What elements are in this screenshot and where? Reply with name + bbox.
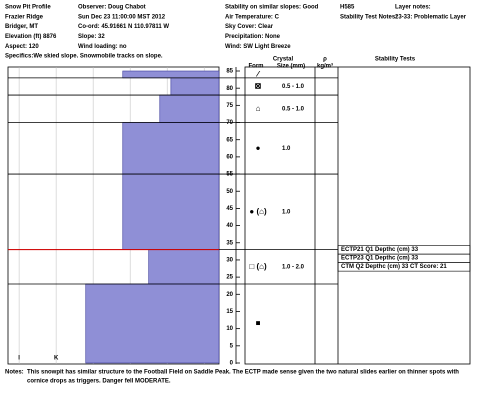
col-header: Form [249, 64, 264, 70]
test-row [337, 262, 471, 272]
col-header: Crystal [273, 57, 294, 63]
header-field: Air Temperature: C [225, 14, 280, 20]
hardness-bar [170, 77, 220, 96]
grain-form: ⌂ [256, 104, 261, 113]
y-tick-label: 45 [226, 206, 233, 212]
x-tick-label: K [54, 356, 59, 362]
notes-text: This snowpit has similar structure to th… [27, 370, 459, 376]
x-tick-label: I [18, 356, 20, 362]
y-tick-label: 65 [226, 137, 233, 143]
header-field: Observer: Doug Chabot [78, 5, 146, 11]
header-field: 23-33: Problematic Layer [395, 14, 467, 20]
col-header: kg/m³ [317, 63, 333, 70]
header-field: Sky Cover: Clear [225, 24, 274, 30]
header-field: Aspect: 120 [5, 44, 39, 50]
y-tick-label: 85 [226, 69, 233, 75]
grain-size: 1.0 [282, 209, 291, 215]
hardness-bar [122, 70, 220, 79]
y-tick-label: 40 [226, 223, 233, 229]
grain-form: ∕ [255, 70, 260, 79]
header-field: Stability Test Notes: [340, 14, 397, 20]
notes-label: Notes: [5, 370, 24, 376]
header-field: Frazier Ridge [5, 14, 44, 20]
col-header: Stability Tests [375, 57, 416, 63]
y-tick-label: 30 [226, 258, 233, 264]
y-tick-label: 5 [230, 343, 234, 349]
y-tick-label: 55 [226, 172, 233, 178]
header-field: Slope: 32 [78, 34, 105, 40]
grain-form: ● [256, 143, 261, 152]
y-tick-label: 20 [226, 292, 233, 298]
grain-form: ⊠ [255, 82, 262, 91]
header-field: Wind loading: no [78, 44, 127, 50]
header-field: Stability on similar slopes: Good [225, 5, 319, 11]
header-field: Wind: SW Light Breeze [225, 44, 291, 50]
grain-form: ● (⌂) [249, 207, 267, 216]
y-tick-label: 35 [226, 240, 233, 246]
grain-form: □ (⌂) [249, 262, 267, 271]
y-tick-label: 15 [226, 309, 233, 315]
y-tick-label: 80 [226, 86, 233, 92]
header-field: Specifics:We skied slope. Snowmobile tra… [5, 54, 163, 60]
header-field: H585 [340, 5, 355, 11]
header-field: Bridger, MT [5, 24, 38, 30]
hardness-bar [85, 283, 220, 364]
y-tick-label: 0 [230, 361, 234, 367]
stability-test: CTM Q2 Depthc (cm) 33 CT Score: 21 [341, 264, 447, 270]
grain-size: 0.5 - 1.0 [282, 106, 305, 112]
y-tick-label: 50 [226, 189, 233, 195]
table-frame [244, 66, 471, 365]
hardness-bar [122, 173, 220, 250]
y-tick-label: 25 [226, 275, 233, 281]
header-field: Co-ord: 45.91661 N 110.97811 W [78, 24, 169, 30]
header-field: Snow Pit Profile [5, 5, 51, 11]
header-field: Sun Dec 23 11:00:00 MST 2012 [78, 14, 166, 20]
hardness-bar [159, 94, 220, 123]
grain-size: 1.0 [282, 146, 291, 152]
grain-size: 0.5 - 1.0 [282, 84, 305, 90]
y-tick-label: 75 [226, 103, 233, 109]
grain-size: 1.0 - 2.0 [282, 264, 305, 270]
y-tick-label: 70 [226, 120, 233, 126]
y-tick-label: 60 [226, 154, 233, 160]
stability-test: ECTP23 Q1 Depthc (cm) 33 [341, 256, 419, 262]
grain-form: ■ [256, 319, 261, 328]
header-field: Precipitation: None [225, 34, 281, 40]
hardness-bar [122, 122, 220, 175]
y-tick-label: 10 [226, 326, 233, 332]
stability-test: ECTP21 Q1 Depthc (cm) 33 [341, 247, 419, 253]
notes-text: cornice drops as triggers. Danger fell M… [27, 379, 171, 385]
col-header: ρ [323, 57, 327, 63]
header-field: Layer notes: [395, 5, 431, 11]
col-header: Size (mm) [277, 64, 305, 70]
header-field: Elevation (ft) 8876 [5, 34, 57, 40]
hardness-bar [148, 249, 220, 285]
